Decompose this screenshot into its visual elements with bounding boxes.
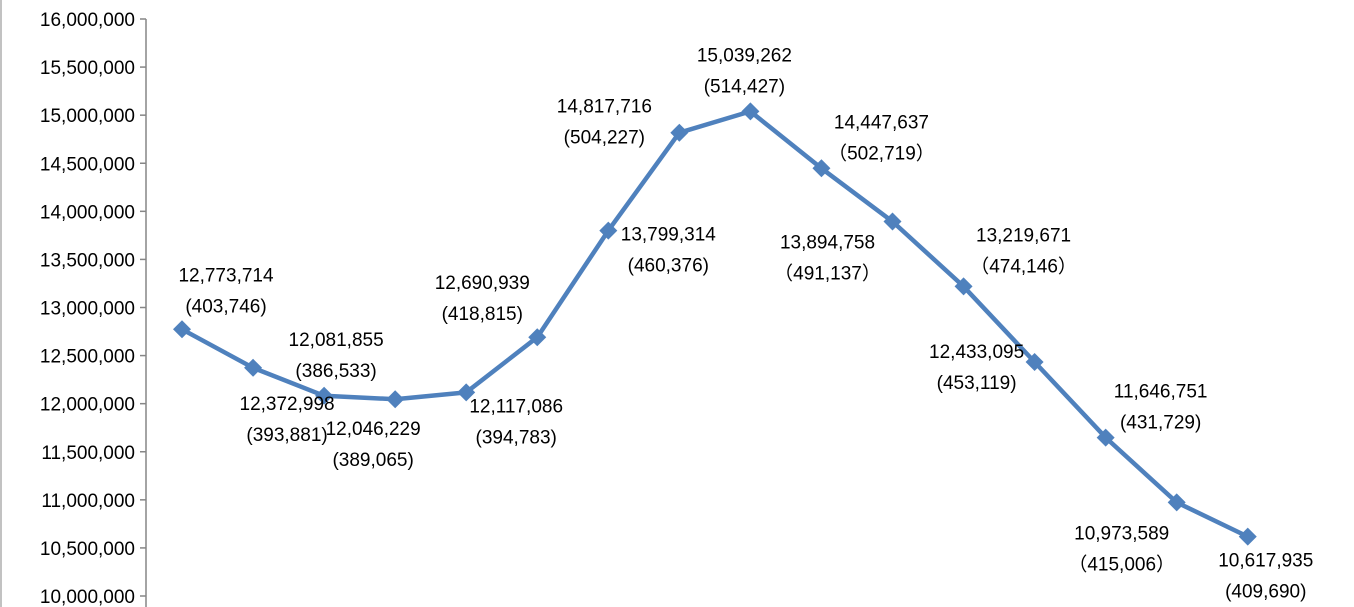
data-label-value: 13,894,758 [780, 232, 875, 253]
data-label-sub: (504,227) [564, 128, 645, 149]
y-tick-label: 14,000,000 [40, 202, 135, 223]
data-point-marker [386, 390, 404, 408]
data-label-sub: （474,146） [970, 255, 1077, 277]
data-label-value: 12,773,714 [178, 265, 274, 286]
y-tick-label: 15,000,000 [40, 106, 135, 127]
data-label-value: 12,117,086 [469, 396, 563, 417]
data-label-value: 10,617,935 [1218, 551, 1313, 572]
data-label-value: 12,433,095 [929, 342, 1024, 363]
data-point-marker [244, 359, 262, 377]
data-label-value: 14,447,637 [834, 112, 929, 133]
data-label-sub: (431,729) [1120, 413, 1201, 434]
data-point-marker [1239, 528, 1257, 546]
data-label-sub: (389,065) [332, 450, 413, 471]
y-tick-label: 15,500,000 [40, 58, 135, 79]
y-tick-label: 11,000,000 [41, 491, 135, 512]
y-tick-label: 12,000,000 [40, 395, 135, 416]
y-tick-label: 12,500,000 [40, 347, 135, 368]
data-label-value: 13,799,314 [621, 225, 717, 246]
y-tick-label: 13,000,000 [40, 299, 135, 320]
data-label-sub: （415,006） [1068, 553, 1175, 575]
data-label-value: 12,081,855 [289, 330, 384, 351]
data-label-sub: (418,815) [442, 304, 523, 325]
data-label-value: 10,973,589 [1074, 523, 1169, 544]
data-label-sub: (394,783) [476, 427, 557, 448]
data-label-sub: (460,376) [628, 256, 709, 277]
data-label-sub: (403,746) [185, 296, 266, 317]
y-tick-label: 11,500,000 [41, 443, 135, 464]
data-label-sub: (453,119) [937, 373, 1017, 394]
data-label-value: 12,046,229 [326, 419, 421, 440]
data-label-sub: (386,533) [295, 361, 376, 382]
series-line [182, 111, 1248, 536]
data-label-sub: (393,881) [246, 425, 327, 446]
data-label-sub: (409,690) [1225, 582, 1306, 603]
data-label-value: 13,219,671 [976, 225, 1071, 246]
data-label-value: 12,690,939 [435, 273, 530, 294]
data-label-sub: （491,137） [774, 262, 881, 284]
y-tick-label: 14,500,000 [40, 154, 135, 175]
y-tick-label: 10,500,000 [40, 539, 135, 560]
y-tick-label: 10,000,000 [40, 587, 135, 607]
data-label-sub: （502,719） [828, 142, 935, 164]
data-label-sub: (514,427) [704, 76, 785, 97]
data-point-marker [173, 320, 191, 338]
y-tick-label: 13,500,000 [40, 250, 135, 271]
data-label-value: 15,039,262 [697, 45, 792, 66]
y-tick-label: 16,000,000 [40, 10, 135, 31]
data-label-value: 14,817,716 [557, 97, 652, 118]
data-label-value: 11,646,751 [1114, 382, 1208, 403]
data-label-value: 12,372,998 [240, 394, 335, 415]
